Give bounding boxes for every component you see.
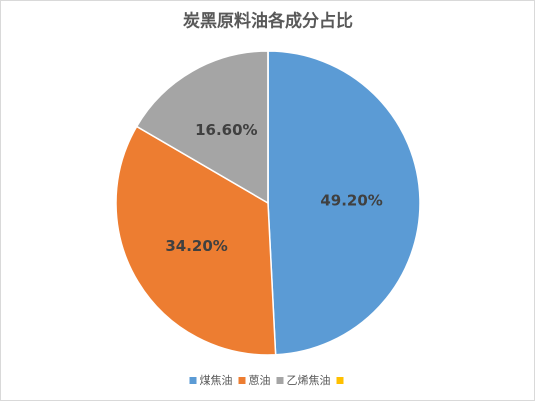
legend-swatch <box>189 377 197 384</box>
data-label: 49.20% <box>320 191 382 209</box>
chart-title: 炭黑原料油各成分占比 <box>183 11 353 32</box>
legend-swatch <box>276 377 284 384</box>
data-label: 16.60% <box>195 121 257 139</box>
pie-slice <box>135 50 269 205</box>
legend-swatch <box>238 377 246 384</box>
legend-swatch <box>336 377 344 384</box>
legend-label: 乙烯焦油 <box>287 373 331 387</box>
data-label: 34.20% <box>165 237 227 255</box>
pie-slice <box>267 50 421 356</box>
pie-slice <box>115 125 277 356</box>
legend-label: 煤焦油 <box>200 373 233 387</box>
legend-label: 蒽油 <box>249 373 271 387</box>
